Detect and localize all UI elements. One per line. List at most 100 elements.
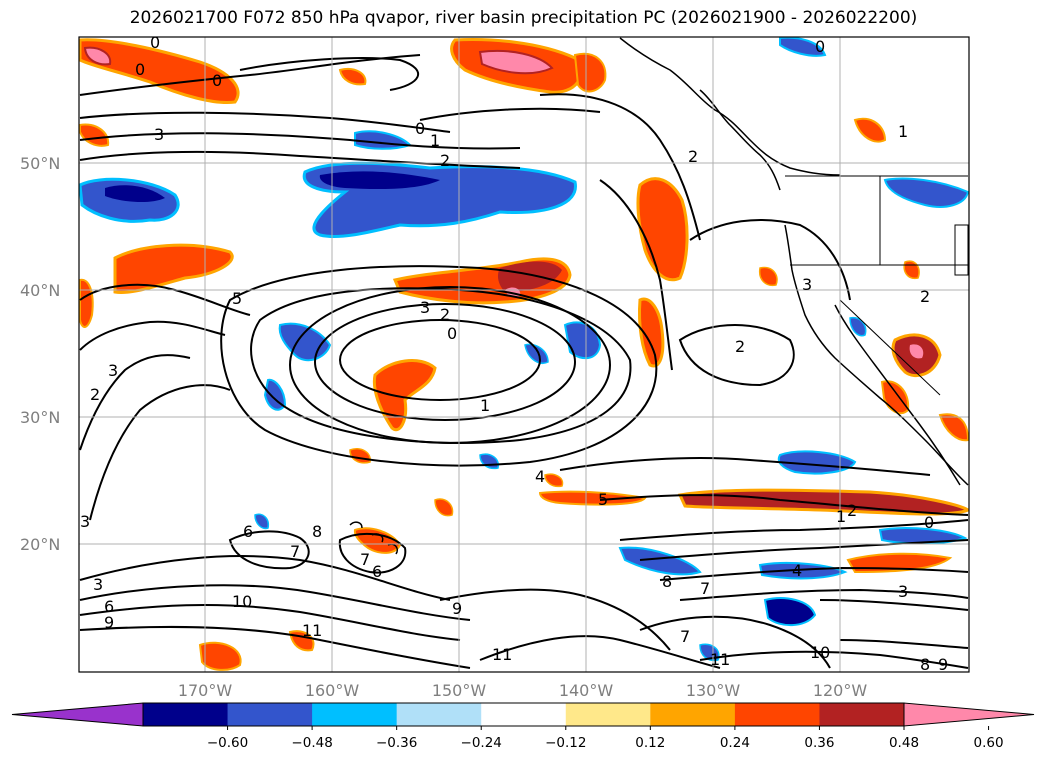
colorbar-tick-label: −0.12 (545, 735, 586, 751)
lat-label-30n: 30°N (20, 408, 60, 427)
contour-line (619, 519, 969, 541)
pos-patch-coastal-band2 (638, 297, 665, 368)
contour-label: 6 (372, 562, 382, 581)
lat-label-40n: 40°N (20, 281, 60, 300)
colorbar-tick-label: −0.48 (291, 735, 332, 751)
pos-patch-ar-core (497, 261, 562, 292)
lat-label-20n: 20°N (20, 535, 60, 554)
contour-line (250, 287, 632, 444)
map-title: 2026021700 F072 850 hPa qvapor, river ba… (129, 8, 918, 28)
contour-line (689, 219, 851, 301)
contour-label: 5 (232, 289, 242, 308)
colorbar: −0.60 −0.48 −0.36 −0.24 −0.12 0.12 0.24 0.36 0.4… (11, 702, 1035, 751)
colorbar-extend-low (11, 702, 144, 727)
contour-label: 9 (452, 599, 462, 618)
contour-line (79, 320, 226, 351)
lon-label-140w: 140°W (559, 681, 614, 700)
coastline-west-coast (784, 224, 969, 486)
pos-patch-north3 (338, 68, 367, 86)
gridlines (79, 37, 969, 672)
contour-label: 9 (104, 613, 114, 632)
coastline-baja (834, 304, 961, 486)
contour-label: 0 (415, 119, 425, 138)
lon-label-130w: 130°W (686, 681, 741, 700)
contour-line (228, 530, 310, 570)
pos-patch-coast-ca3 (938, 413, 969, 442)
contour-line (220, 265, 658, 467)
neg-patch-gulf-alaska-core (319, 171, 440, 190)
contour-label: 3 (898, 582, 908, 601)
contour-label: 0 (212, 71, 222, 90)
colorbar-swatch (143, 703, 229, 726)
contour-line (79, 354, 191, 451)
contour-line (599, 179, 673, 371)
contour-label: 11 (492, 645, 512, 664)
lat-labels: 50°N 40°N 30°N 20°N (20, 154, 60, 554)
pos-patch-ne-coast (853, 117, 887, 143)
pos-patch-south (198, 641, 242, 671)
contour-label: 9 (938, 655, 948, 674)
contour-line (639, 615, 831, 669)
pos-patch-subtrop (538, 490, 647, 506)
contour-line (89, 384, 231, 521)
colorbar-tick-label: −0.36 (376, 735, 417, 751)
pos-patch-sm3 (434, 498, 454, 517)
contour-line (79, 132, 521, 150)
contour-line (839, 639, 969, 649)
contour-label: 3 (802, 275, 812, 294)
lon-label-170w: 170°W (178, 681, 233, 700)
contour-label: 2 (688, 147, 698, 166)
contour-label: 4 (535, 467, 545, 486)
colorbar-tick-label: 0.48 (889, 735, 919, 751)
contour-line (559, 457, 931, 476)
shading-layer (79, 37, 969, 671)
lon-label-150w: 150°W (432, 681, 487, 700)
colorbar-tick-label: 0.24 (720, 735, 750, 751)
contour-label: 1 (480, 396, 490, 415)
colorbar-tick-label: 0.12 (635, 735, 665, 751)
contour-label: 8 (920, 655, 930, 674)
contour-label: 6 (243, 522, 253, 541)
contour-line (79, 625, 471, 669)
contour-line (419, 107, 601, 121)
neg-patch-coast (883, 177, 969, 208)
border-states (790, 176, 969, 276)
map-frame (78, 36, 970, 673)
contour-label: 0 (815, 37, 825, 56)
contour-label: 7 (700, 579, 710, 598)
contour-label: 1 (898, 122, 908, 141)
neg-patch-sub1 (618, 546, 702, 576)
contour-label: 2 (90, 385, 100, 404)
map-background (79, 37, 969, 672)
contour-line (679, 588, 969, 601)
neg-patch-small1 (254, 513, 270, 530)
neg-patch-coast2 (849, 316, 867, 337)
contour-label: 0 (924, 513, 934, 532)
pos-patch-nw-core (83, 46, 112, 66)
colorbar-tick-label: −0.60 (207, 735, 248, 751)
contour-label: 2 (735, 337, 745, 356)
neg-patch-west-core (105, 185, 165, 203)
contour-label: 0 (447, 324, 457, 343)
contour-label: 11 (710, 650, 730, 669)
contour-line (338, 532, 407, 574)
contour-label: 3 (93, 575, 103, 594)
pos-patch-mid-sm (544, 473, 564, 488)
contour-line (79, 603, 461, 641)
colorbar-swatch (396, 703, 482, 726)
colorbar-tick-label: 0.60 (974, 735, 1004, 751)
lat-label-50n: 50°N (20, 154, 60, 173)
contour-label: 8 (312, 522, 322, 541)
contour-label: 7 (680, 627, 690, 646)
contour-line (239, 57, 420, 91)
colorbar-swatch (734, 703, 820, 726)
pos-patch-west-edge (79, 278, 94, 328)
colorbar-frame (142, 702, 905, 727)
contour-label: 7 (290, 542, 300, 561)
contour-line (819, 599, 969, 611)
contour-label: 4 (792, 561, 802, 580)
contour-line (79, 584, 471, 621)
contour-label: 3 (108, 361, 118, 380)
contour-label: 3 (420, 298, 430, 317)
